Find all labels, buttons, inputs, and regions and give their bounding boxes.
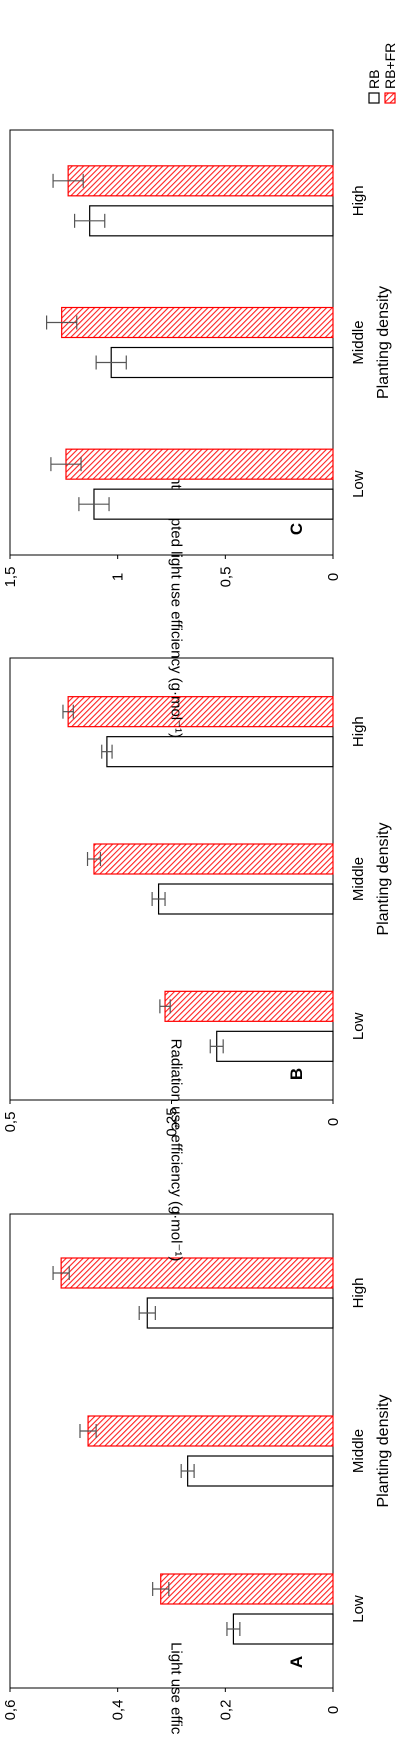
bar-rb-low: [216, 1030, 334, 1062]
x-axis-label: Planting density: [375, 286, 392, 399]
bar-rb-low: [232, 1613, 334, 1645]
panel-A: 0 0,2 0,4 0,6 Light use efficiency (g·mol⁻¹)…: [2, 1213, 392, 1739]
category-label: High: [350, 1278, 367, 1309]
bar-rb-fr-middle: [87, 1415, 334, 1447]
error-bar: [180, 1464, 195, 1478]
category-label: Low: [350, 1012, 367, 1040]
legend-label-rb: RB: [366, 70, 382, 89]
legend-label-rb-fr: RB+FR: [382, 43, 398, 89]
tick-label: 0: [325, 1706, 342, 1714]
tick-label: 0,6: [2, 1700, 19, 1721]
error-bar: [79, 1424, 97, 1438]
bar-rb-middle: [110, 346, 334, 379]
bar-rb-fr-middle: [61, 306, 334, 339]
bar-rb-high: [89, 205, 334, 237]
error-bar: [209, 1039, 224, 1054]
error-bar: [78, 497, 110, 512]
bar-rb-low: [93, 488, 334, 520]
error-bar: [52, 1266, 70, 1280]
tick-label: 0,4: [110, 1700, 127, 1721]
error-bar: [151, 892, 166, 906]
tick-label: 0: [325, 573, 342, 581]
category-label: Middle: [350, 320, 367, 364]
bar-rb-middle: [157, 883, 334, 915]
error-bar: [52, 173, 84, 188]
error-bar: [73, 213, 106, 228]
error-bar: [138, 1306, 156, 1320]
category-label: High: [350, 185, 367, 216]
legend: RB RB+FR: [366, 43, 398, 104]
bar-rb-fr-low: [65, 448, 334, 480]
panel-letter: B: [287, 1068, 306, 1080]
tick-label: 0: [325, 1118, 342, 1126]
category-label: Middle: [350, 1429, 367, 1473]
bar-rb-fr-low: [164, 990, 334, 1022]
category-label: Middle: [350, 857, 367, 901]
bar-rb-fr-high: [60, 1257, 334, 1289]
x-axis-label: Planting density: [375, 823, 392, 936]
error-bar: [152, 1582, 170, 1596]
category-label: Low: [350, 1595, 367, 1623]
error-bar: [95, 355, 127, 370]
bar-rb-fr-high: [67, 165, 334, 197]
x-axis-label: Planting density: [375, 1395, 392, 1508]
tick-label: 0,5: [2, 1112, 19, 1133]
error-bar: [62, 704, 74, 719]
panel-B: 0 0,25 0,5 Radiation use efficiency (g·mol⁻…: [2, 657, 392, 1262]
legend-swatch-rb-fr: [384, 92, 396, 104]
bar-rb-fr-high: [67, 696, 334, 728]
panel-C: 0 0,5 1 1,5 Intercepted light use efficiency…: [2, 129, 392, 738]
tick-label: 0,2: [217, 1700, 234, 1721]
bar-rb-fr-middle: [93, 843, 334, 875]
error-bar: [226, 1622, 241, 1636]
tick-label: 0,25: [164, 1107, 181, 1136]
y-axis-label: Light use efficiency (g·mol⁻¹): [168, 1642, 185, 1734]
panel-letter: C: [287, 523, 306, 535]
category-label: High: [350, 716, 367, 747]
bar-rb-fr-low: [160, 1573, 334, 1605]
category-label: Low: [350, 470, 367, 498]
tick-label: 1,5: [2, 567, 19, 588]
error-bar: [159, 999, 171, 1014]
y-axis-label: Radiation use efficiency (g·mol⁻¹): [168, 1039, 185, 1262]
tick-label: 0,5: [217, 567, 234, 588]
error-bar: [46, 315, 78, 330]
panel-letter: A: [287, 1656, 306, 1668]
bar-rb-middle: [187, 1455, 334, 1487]
legend-swatch-rb: [368, 92, 380, 104]
error-bar: [50, 457, 82, 472]
tick-label: 1: [110, 573, 127, 581]
error-bar: [101, 744, 113, 759]
bar-rb-high: [146, 1297, 334, 1329]
bar-rb-high: [106, 736, 334, 768]
panels: 0 0,2 0,4 0,6 Light use efficiency (g·mol⁻¹)…: [2, 129, 392, 1739]
y-axis-label: Intercepted light use efficiency (g·mol⁻…: [168, 472, 185, 738]
plot-frame: [9, 129, 334, 556]
error-bar: [86, 852, 102, 866]
plot-frame: [9, 1213, 334, 1689]
